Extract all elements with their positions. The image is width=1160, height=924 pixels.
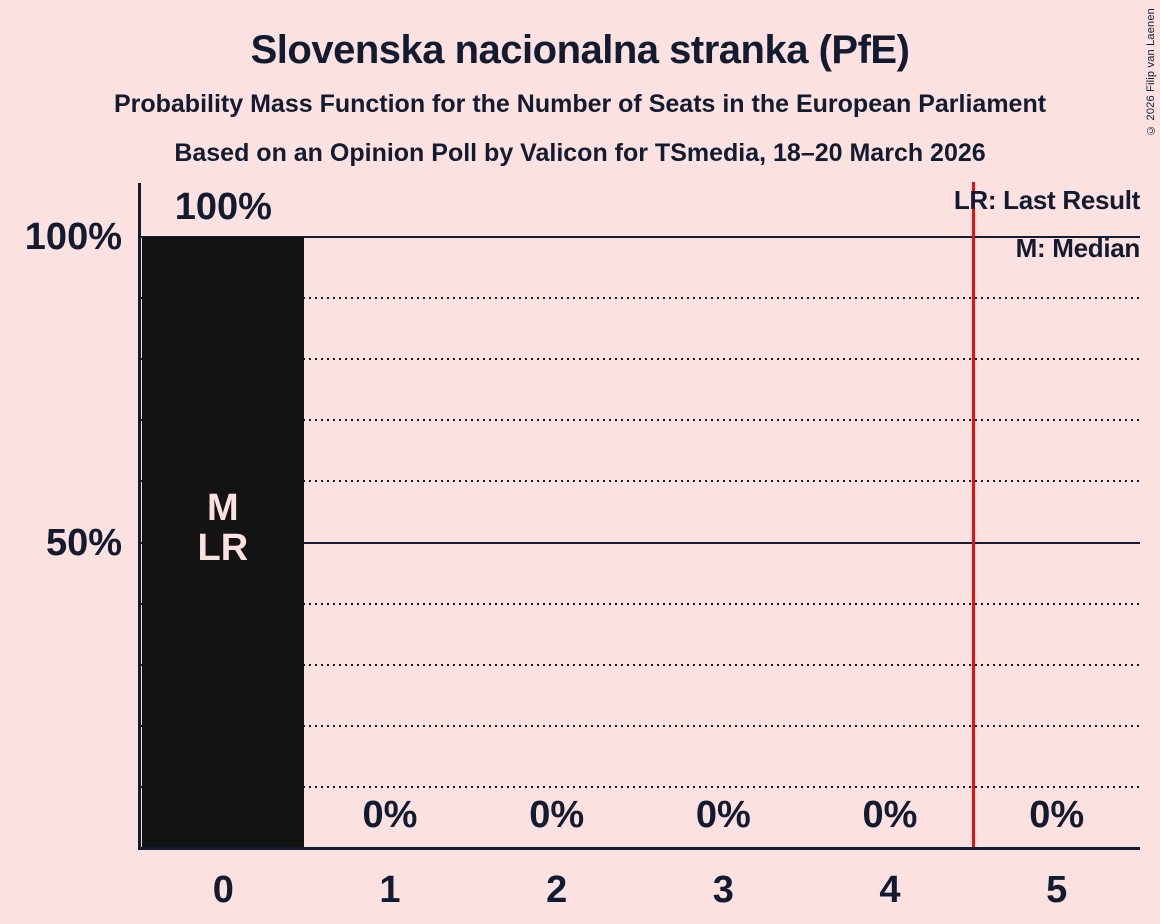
gridline-solid-100pct	[141, 236, 1140, 238]
gridline-dotted-10pct	[141, 785, 1140, 788]
gridline-dotted-40pct	[141, 602, 1140, 605]
gridline-dotted-20pct	[141, 724, 1140, 727]
x-axis-tick-label-seat-2: 2	[546, 869, 568, 911]
bar-value-label-seat-3: 0%	[695, 794, 751, 836]
gridline-dotted-30pct	[141, 663, 1140, 666]
x-axis-line	[138, 847, 1140, 850]
bar-value-label-seat-2: 0%	[529, 794, 585, 836]
x-axis-tick-label-seat-1: 1	[379, 869, 401, 911]
gridline-dotted-90pct	[141, 297, 1140, 300]
x-axis-tick-label-seat-5: 5	[1046, 869, 1068, 911]
gridline-dotted-70pct	[141, 419, 1140, 422]
x-axis-tick-label-seat-3: 3	[712, 869, 734, 911]
bar-annotation-line: M	[207, 487, 239, 529]
copyright-notice: © 2026 Filip van Laenen	[1145, 8, 1157, 136]
legend-median: M: Median	[1015, 233, 1141, 263]
bar-value-label-seat-4: 0%	[862, 794, 918, 836]
y-axis-tick-label: 100%	[24, 216, 122, 258]
y-axis-line	[138, 183, 141, 850]
bar-value-label-seat-0: 100%	[174, 186, 272, 228]
x-axis-tick-label-seat-0: 0	[212, 869, 234, 911]
gridline-dotted-80pct	[141, 358, 1140, 361]
x-axis-tick-label-seat-4: 4	[879, 869, 901, 911]
chart-subtitle: Probability Mass Function for the Number…	[113, 90, 1047, 118]
chart-source-line: Based on an Opinion Poll by Valicon for …	[174, 139, 986, 167]
bar-annotation-median-last-result: M LR	[142, 488, 304, 568]
gridline-solid-50pct	[141, 541, 1140, 544]
bar-value-label-seat-5: 0%	[1029, 794, 1085, 836]
legend-last-result: LR: Last Result	[953, 185, 1140, 215]
chart-title: Slovenska nacionalna stranka (PfE)	[250, 28, 910, 72]
last-result-marker-line	[971, 182, 975, 848]
bar-value-label-seat-1: 0%	[362, 794, 418, 836]
gridline-dotted-60pct	[141, 480, 1140, 483]
bar-seat-0	[142, 237, 304, 848]
y-axis-tick-label: 50%	[45, 521, 122, 564]
bar-annotation-line: LR	[197, 527, 249, 569]
